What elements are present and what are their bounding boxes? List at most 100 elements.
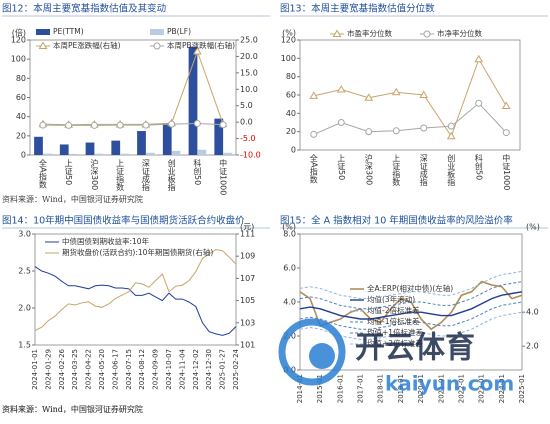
y-tick-label: 0 xyxy=(291,146,296,155)
x-tick-label: 2025-02-24 xyxy=(232,348,240,389)
bar xyxy=(42,153,52,155)
x-tick-label: 2017-01 xyxy=(357,374,365,403)
series-line xyxy=(299,291,523,320)
y-tick-label: 6.0 xyxy=(283,264,296,273)
marker xyxy=(364,93,374,101)
y-tick-label: 60 xyxy=(16,93,26,102)
bar xyxy=(137,131,146,155)
y2-tick-label: 0.0 xyxy=(240,118,253,127)
series-line xyxy=(299,301,523,330)
watermark: 开云体育 kaiyun.com xyxy=(278,318,514,396)
y-tick-label: 100 xyxy=(11,55,26,64)
x-tick-label: 2024-06-17 xyxy=(111,349,119,390)
x-tick-label: 2014-01 xyxy=(296,374,304,403)
legend-label: 期货收盘价(活跃合约):10年期国债期货(右轴) xyxy=(62,247,213,257)
x-tick-label: 2021-01 xyxy=(437,374,445,403)
y2-axis-label: (%) xyxy=(526,223,540,232)
marker xyxy=(420,124,428,132)
bar xyxy=(85,142,95,155)
chart-title: 图14：10年期中国国债收益率与国债期货活跃合约收盘价 xyxy=(2,215,245,227)
chart-title: 图13：本周主要宽基指数估值分位数 xyxy=(280,3,435,15)
legend-label: 均值+1倍标准差 xyxy=(367,327,424,337)
x-tick-label: 2024-09-09 xyxy=(152,349,160,390)
marker xyxy=(446,131,456,140)
legend-label: 市盈率分位数 xyxy=(347,28,392,38)
x-tick-label: 2019-01 xyxy=(397,374,405,403)
y-tick-label: 60 xyxy=(286,91,296,100)
x-tick-label: 全A指数 xyxy=(309,153,318,184)
bar xyxy=(197,149,207,155)
x-tick-label: 2024-04-22 xyxy=(85,349,93,390)
marker xyxy=(423,30,431,38)
watermark-brand: 开云体育 xyxy=(355,331,475,366)
y2-tick-label: 101 xyxy=(240,341,255,350)
bar xyxy=(162,123,172,155)
bar xyxy=(171,150,181,155)
legend-label: 本周PB涨跌幅(右轴) xyxy=(167,40,235,50)
x-tick-label: 2022-01 xyxy=(457,374,465,403)
marker xyxy=(65,121,73,129)
bar xyxy=(145,152,155,155)
x-tick-label: 2015-01 xyxy=(316,374,324,403)
legend-label: 均值(3年滚动) xyxy=(367,294,415,304)
legend-label: 均值+2倍标准差 xyxy=(367,338,424,348)
y-tick-label: 120 xyxy=(11,36,26,45)
y-tick-label: 1.5 xyxy=(18,341,31,350)
y2-axis-label: (元) xyxy=(240,223,254,232)
y-tick-label: 20 xyxy=(16,131,26,140)
y2-tick-label: 107 xyxy=(240,274,255,283)
x-tick-label: 2024-12-02 xyxy=(192,349,200,390)
y-tick-label: 4.0 xyxy=(283,298,296,307)
marker xyxy=(309,91,319,99)
bar xyxy=(214,118,224,155)
marker xyxy=(90,121,98,129)
y2-tick-label: 10.0 xyxy=(240,85,258,94)
x-tick-label: 上证50 xyxy=(64,159,73,185)
plot-frame xyxy=(34,233,237,346)
x-tick-label: 科创50 xyxy=(193,158,202,185)
x-tick-label: 沪深300 xyxy=(364,153,373,185)
marker xyxy=(419,90,429,98)
legend-label: 市净率分位数 xyxy=(437,28,482,38)
y2-tick-label: 20.0 xyxy=(240,52,258,61)
x-tick-label: 2023-01 xyxy=(478,374,486,403)
legend-label: 均值-1倍标准差 xyxy=(367,316,420,326)
y-tick-label: 0 xyxy=(21,151,26,160)
legend-swatch xyxy=(150,29,164,35)
bar xyxy=(68,153,78,155)
x-tick-label: 中证1000 xyxy=(219,158,228,195)
marker xyxy=(474,54,484,63)
x-tick-label: 2025-01-27 xyxy=(219,349,227,390)
x-tick-label: 2024-11-04 xyxy=(178,348,186,389)
watermark-url: kaiyun.com xyxy=(385,372,514,396)
series-line xyxy=(34,266,237,336)
y-tick-label: 120 xyxy=(281,36,296,45)
series-line xyxy=(313,102,507,135)
y2-tick-label: 4.0 xyxy=(526,308,539,317)
marker xyxy=(193,47,202,55)
source-note: 资料来源：Wind，中国银河证券研究院 xyxy=(2,194,143,204)
x-tick-label: 2024-01 xyxy=(498,374,506,403)
x-tick-label: 创业板指 xyxy=(167,158,176,192)
legend-label: 均值-2倍标准差 xyxy=(367,305,420,315)
marker xyxy=(447,122,455,130)
marker xyxy=(502,129,510,137)
x-tick-label: 中证1000 xyxy=(502,153,511,190)
x-tick-label: 沪深300 xyxy=(90,158,99,190)
y2-tick-label: 5.0 xyxy=(240,101,253,110)
x-tick-label: 2024-10-07 xyxy=(165,349,173,390)
bar xyxy=(111,140,121,155)
y-tick-label: 3.0 xyxy=(18,230,31,239)
x-tick-label: 2024-01-29 xyxy=(44,349,52,390)
marker xyxy=(219,121,227,129)
x-tick-label: 深证成指 xyxy=(419,154,428,187)
marker xyxy=(153,42,161,50)
source-note: 资料来源：Wind，中国银河证券研究院 xyxy=(2,404,143,414)
series-line xyxy=(299,280,523,331)
marker xyxy=(391,87,401,96)
x-tick-label: 2024-02-26 xyxy=(58,348,66,389)
series-line xyxy=(299,311,523,340)
legend-label: PE(TTM) xyxy=(53,27,84,36)
y2-tick-label: -10.0 xyxy=(240,151,261,160)
